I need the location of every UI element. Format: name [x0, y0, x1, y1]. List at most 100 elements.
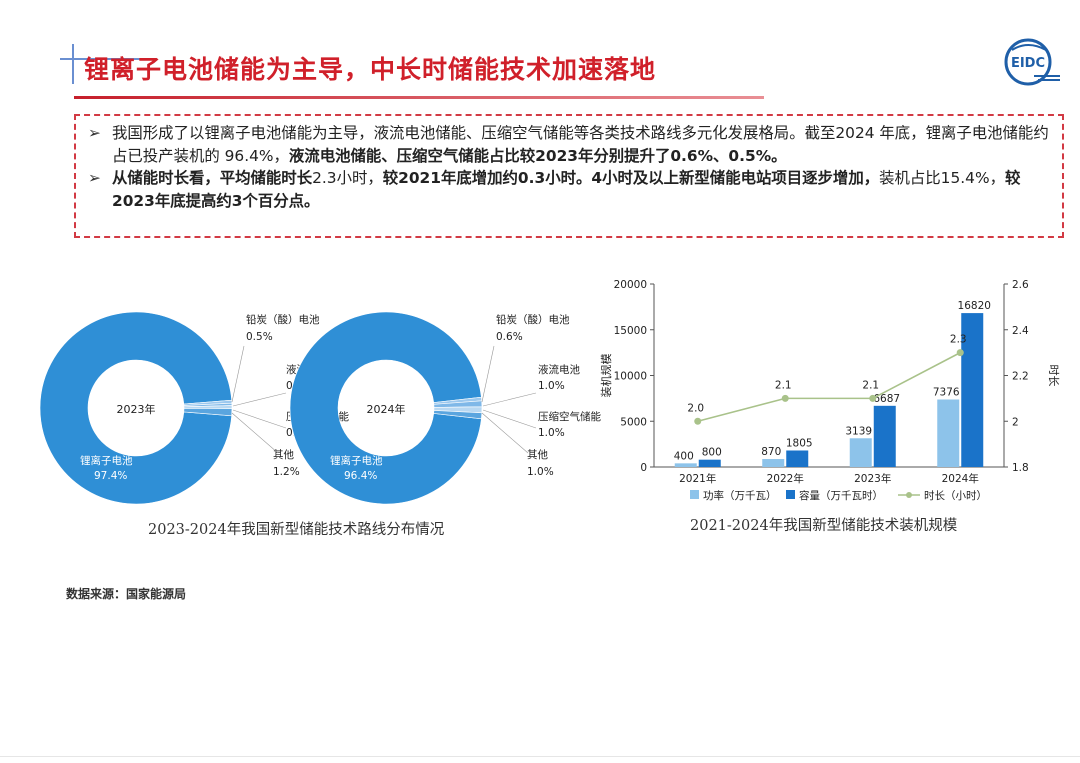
line-point-label: 2.1: [775, 379, 792, 391]
slice-value: 1.0%: [538, 427, 565, 439]
line-duration: [697, 351, 961, 423]
y2-tick-label: 2.6: [1012, 279, 1029, 291]
bullet1-plain: 我国形成了以锂离子电池储能为主导，液流电池储能、压缩空气储能等各类技术路线多元化…: [112, 124, 1049, 165]
eidc-logo: EIDC: [1004, 38, 1060, 86]
decor-cross-vertical: [72, 44, 74, 84]
slice-value: 1.0%: [527, 466, 554, 478]
donut-center-label: 2024年: [367, 402, 406, 416]
bar-capacity-label: 800: [702, 447, 722, 459]
bar-power: [849, 438, 872, 467]
bullet2-plain2: 装机占比15.4%，: [879, 169, 1005, 187]
legend-swatch-capacity: [786, 490, 795, 499]
slice-label: 压缩空气储能: [538, 410, 601, 423]
summary-box: ➢ 我国形成了以锂离子电池储能为主导，液流电池储能、压缩空气储能等各类技术路线多…: [74, 114, 1064, 238]
bar-power-label: 870: [761, 446, 781, 458]
slice-label: 其他: [527, 448, 548, 461]
slice-lithium: [40, 311, 233, 505]
data-source: 数据来源：国家能源局: [66, 587, 187, 601]
leader-line: [231, 345, 245, 403]
bar-capacity-label: 6687: [873, 393, 900, 405]
legend-power: 功率（万千瓦）: [703, 489, 777, 502]
leader-line: [482, 409, 537, 429]
y-tick-label: 0: [640, 462, 647, 474]
bar-capacity: [961, 313, 984, 467]
y2-tick-label: 2: [1012, 416, 1019, 428]
bar-capacity: [873, 405, 896, 467]
y-tick-label: 10000: [614, 371, 647, 383]
slice-value: 97.4%: [94, 470, 127, 482]
logo-text: EIDC: [1011, 56, 1045, 71]
line-point: [869, 394, 877, 402]
summary-bullet-2: ➢ 从储能时长看，平均储能时长2.3小时，较2021年底增加约0.3小时。4小时…: [88, 167, 1050, 212]
bar-capacity: [698, 459, 721, 467]
slice-label: 锂离子电池: [330, 454, 383, 467]
bar-capacity: [786, 450, 809, 467]
bar-power-label: 3139: [845, 425, 872, 437]
arrow-bullet-icon: ➢: [88, 169, 101, 187]
leader-line: [231, 412, 279, 454]
leader-line: [232, 409, 287, 429]
leader-line: [482, 392, 537, 407]
x-tick-label: 2022年: [767, 472, 804, 485]
slice-label: 其他: [273, 448, 294, 461]
leader-line: [232, 392, 287, 407]
y-tick-label: 5000: [620, 416, 647, 428]
bar-power: [674, 463, 697, 467]
line-point-label: 2.3: [950, 334, 967, 346]
line-point-label: 2.0: [687, 402, 704, 414]
title-underline: [74, 96, 764, 99]
bar-power-label: 400: [674, 450, 694, 462]
bullet2-plain1: 2.3小时，: [312, 169, 383, 187]
legend-duration: 时长（小时）: [924, 490, 987, 502]
y2-tick-label: 2.2: [1012, 371, 1029, 383]
legend-capacity: 容量（万千瓦时）: [799, 489, 883, 502]
y2-axis-title: 时长: [1047, 365, 1060, 387]
bullet2-bold3: 较2023年底提高约3个百分点。: [112, 169, 1021, 210]
slice-value: 0.6%: [496, 331, 523, 343]
page-title: 锂离子电池储能为主导，中长时储能技术加速落地: [84, 55, 657, 84]
slice-4: [433, 410, 483, 420]
leader-line: [481, 412, 529, 454]
x-tick-label: 2024年: [942, 472, 979, 485]
bar-power: [937, 399, 960, 467]
bullet2-bold1: 从储能时长看，平均储能时长: [112, 169, 313, 187]
summary-bullet-1: ➢ 我国形成了以锂离子电池储能为主导，液流电池储能、压缩空气储能等各类技术路线多…: [88, 122, 1050, 167]
slice-label: 铅炭（酸）电池: [496, 313, 570, 326]
bar-line-chart: 0 5000 10000 15000 20000 1.8 2 2.2 2.4 2.6 装机规模 时长 4…: [599, 279, 1060, 502]
bar-power: [762, 459, 785, 467]
slice-lithium: [289, 311, 482, 505]
leader-line: [481, 345, 495, 403]
legend-swatch-duration-dot: [906, 492, 912, 498]
caption-donuts: 2023-2024年我国新型储能技术路线分布情况: [148, 522, 445, 538]
slice-value: 0.5%: [246, 331, 273, 343]
legend-swatch-power: [690, 490, 699, 499]
donut-center-label: 2023年: [117, 402, 156, 416]
bottom-divider: [0, 756, 1080, 757]
decor-cross-horizontal: [60, 58, 140, 60]
bar-capacity-label: 16820: [958, 300, 991, 312]
slice-label: 铅炭（酸）电池: [246, 313, 320, 326]
y-axis-title: 装机规模: [599, 354, 613, 398]
slice-value: 1.0%: [538, 380, 565, 392]
line-point: [781, 394, 789, 402]
y2-tick-label: 2.4: [1012, 325, 1029, 337]
x-tick-label: 2021年: [679, 472, 716, 485]
slice-label: 液流电池: [538, 363, 580, 376]
bullet1-bold: 液流电池储能、压缩空气储能占比较2023年分别提升了0.6%、0.5%。: [288, 146, 787, 165]
slice-label: 锂离子电池: [80, 454, 133, 467]
line-point-label: 2.1: [862, 379, 879, 391]
bar-power-label: 7376: [933, 387, 960, 399]
bullet2-bold2: 较2021年底增加约0.3小时。4小时及以上新型储能电站项目逐步增加，: [382, 169, 880, 187]
caption-bars: 2021-2024年我国新型储能技术装机规模: [690, 518, 958, 534]
line-point: [694, 417, 702, 425]
y-tick-label: 20000: [614, 279, 647, 291]
y-tick-label: 15000: [614, 325, 647, 337]
bar-capacity-label: 1805: [786, 437, 813, 449]
slice-4: [183, 408, 233, 417]
y2-tick-label: 1.8: [1012, 462, 1029, 474]
x-tick-label: 2023年: [854, 472, 891, 485]
arrow-bullet-icon: ➢: [88, 124, 101, 142]
title-block: 锂离子电池储能为主导，中长时储能技术加速落地: [74, 50, 764, 99]
